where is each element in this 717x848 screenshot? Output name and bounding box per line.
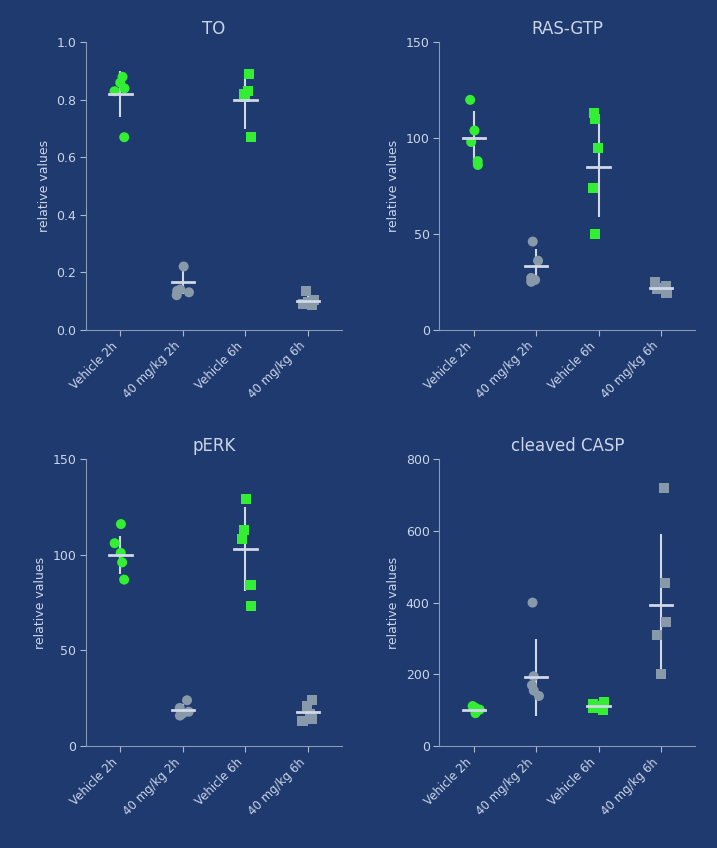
- Point: [526, 271, 537, 285]
- Point: [529, 273, 541, 287]
- Point: [118, 131, 130, 144]
- Point: [238, 87, 250, 101]
- Point: [301, 700, 313, 713]
- Point: [242, 85, 254, 98]
- Y-axis label: relative values: relative values: [387, 140, 400, 232]
- Point: [474, 703, 485, 717]
- Title: TO: TO: [202, 20, 226, 38]
- Point: [297, 297, 308, 310]
- Point: [116, 555, 128, 569]
- Point: [178, 259, 189, 273]
- Point: [660, 279, 672, 293]
- Point: [303, 296, 314, 310]
- Point: [526, 678, 538, 692]
- Point: [589, 227, 601, 241]
- Point: [470, 701, 481, 715]
- Point: [660, 576, 671, 589]
- Point: [243, 67, 255, 81]
- Point: [656, 281, 668, 294]
- Point: [183, 705, 194, 718]
- Point: [528, 683, 539, 697]
- Point: [528, 669, 539, 683]
- Point: [527, 596, 538, 610]
- Point: [306, 298, 318, 312]
- Point: [651, 628, 663, 642]
- Y-axis label: relative values: relative values: [38, 140, 51, 232]
- Point: [109, 537, 120, 550]
- Point: [245, 600, 257, 613]
- Point: [657, 481, 669, 494]
- Point: [651, 282, 663, 296]
- Point: [589, 107, 600, 120]
- Point: [467, 700, 478, 713]
- Point: [593, 141, 604, 154]
- Point: [240, 493, 252, 506]
- Point: [297, 715, 308, 728]
- Point: [598, 704, 609, 717]
- Point: [176, 707, 188, 721]
- Point: [300, 284, 312, 298]
- Point: [587, 701, 599, 715]
- Point: [655, 667, 667, 681]
- Title: cleaved CASP: cleaved CASP: [511, 437, 625, 455]
- Point: [115, 75, 126, 89]
- Point: [660, 616, 672, 629]
- Point: [119, 81, 130, 95]
- Point: [245, 131, 257, 144]
- Point: [244, 578, 256, 592]
- Point: [469, 124, 480, 137]
- Point: [236, 533, 247, 546]
- Point: [588, 181, 599, 195]
- Point: [472, 159, 483, 172]
- Title: RAS-GTP: RAS-GTP: [531, 20, 604, 38]
- Point: [305, 707, 316, 721]
- Point: [174, 701, 186, 715]
- Point: [117, 70, 128, 84]
- Point: [308, 293, 319, 306]
- Point: [533, 689, 545, 703]
- Point: [174, 709, 186, 722]
- Point: [532, 254, 543, 267]
- Point: [587, 697, 599, 711]
- Point: [306, 694, 318, 707]
- Y-axis label: relative values: relative values: [387, 556, 400, 649]
- Point: [174, 282, 186, 296]
- Point: [526, 275, 537, 288]
- Point: [527, 235, 538, 248]
- Point: [181, 694, 193, 707]
- Point: [661, 287, 673, 300]
- Title: pERK: pERK: [192, 437, 236, 455]
- Point: [470, 705, 482, 718]
- Point: [472, 154, 483, 168]
- Point: [118, 573, 130, 587]
- Point: [109, 85, 120, 98]
- Point: [465, 135, 477, 148]
- Point: [115, 517, 127, 531]
- Point: [589, 112, 601, 126]
- Point: [470, 706, 481, 720]
- Point: [171, 284, 183, 298]
- Point: [171, 288, 182, 302]
- Point: [465, 93, 476, 107]
- Point: [591, 700, 602, 713]
- Point: [238, 523, 250, 537]
- Point: [649, 275, 660, 288]
- Point: [184, 286, 195, 299]
- Y-axis label: relative values: relative values: [34, 556, 47, 649]
- Point: [306, 712, 318, 726]
- Point: [599, 695, 610, 709]
- Point: [115, 546, 126, 560]
- Point: [239, 90, 251, 103]
